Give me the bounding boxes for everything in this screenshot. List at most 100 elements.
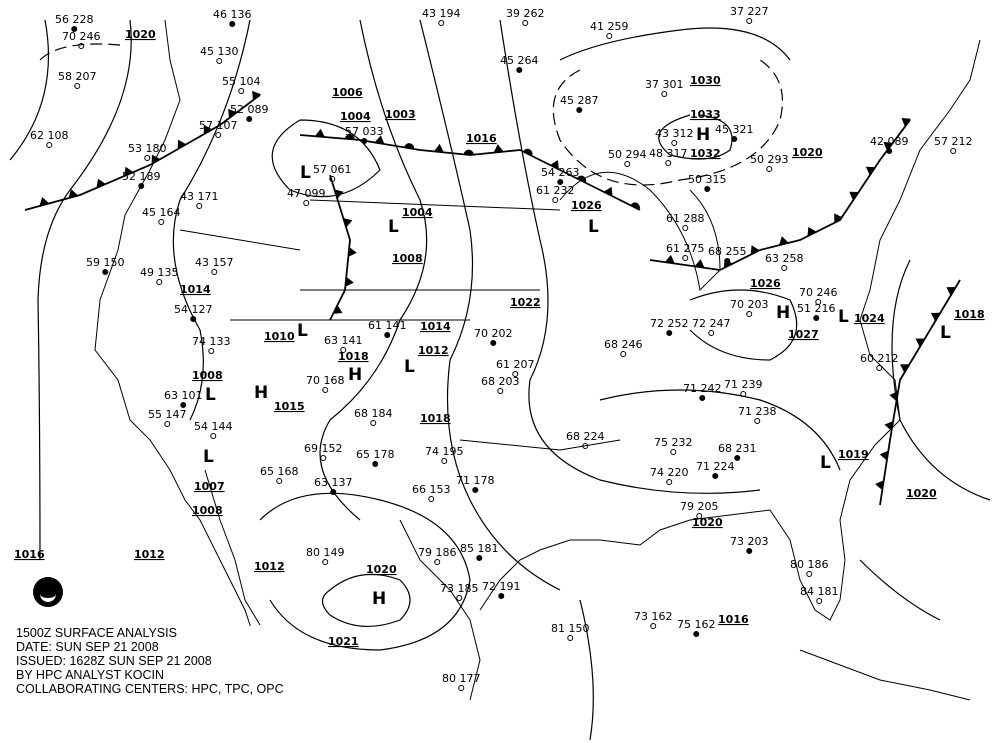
- station-plot: 53 180: [128, 142, 167, 155]
- isobar-label: 1012: [254, 560, 285, 573]
- cold-front-triangle: [694, 259, 705, 268]
- station-plot: 57 061: [313, 163, 352, 176]
- station-marker: [731, 136, 738, 142]
- caption-centers: COLLABORATING CENTERS: HPC, TPC, OPC: [16, 682, 284, 696]
- isobar-label: 1026: [750, 277, 781, 290]
- station-plot: 74 195: [425, 445, 464, 458]
- station-plot: 72 252: [650, 317, 689, 330]
- center-pressure-label: 1018: [954, 308, 985, 321]
- station-marker: [950, 148, 957, 154]
- cold-front-triangle: [603, 186, 613, 197]
- cold-front-triangle: [151, 154, 161, 165]
- station-plot: 55 147: [148, 408, 187, 421]
- station-plot: 48 317: [649, 147, 688, 160]
- station-marker: [670, 449, 677, 455]
- fronts: [24, 90, 961, 506]
- isobar-label: 1016: [466, 132, 497, 145]
- station-plot: 45 130: [200, 45, 239, 58]
- station-plot: 51 216: [797, 302, 836, 315]
- cold-front-triangle: [664, 254, 675, 264]
- station-plot: 63 258: [765, 252, 804, 265]
- station-plot: 46 136: [213, 8, 252, 21]
- station-marker: [434, 559, 441, 565]
- station-plot: 50 294: [608, 148, 647, 161]
- station-plot: 45 164: [142, 206, 181, 219]
- station-marker: [303, 200, 310, 206]
- station-plot: 61 288: [666, 212, 705, 225]
- center-pressure-label: 1007: [194, 480, 225, 493]
- center-pressure-label: 1008: [192, 369, 223, 382]
- station-marker: [215, 132, 222, 138]
- station-plot: 54 263: [541, 166, 580, 179]
- high-pressure-center: H: [348, 365, 362, 385]
- isobar-label: 1012: [134, 548, 165, 561]
- low-pressure-center: L: [404, 357, 415, 377]
- center-pressure-label: 1033: [690, 108, 721, 121]
- station-plot: 47 099: [287, 187, 326, 200]
- station-marker: [671, 140, 678, 146]
- station-plot: 75 162: [677, 618, 716, 631]
- center-pressure-label: 1004: [340, 110, 371, 123]
- cold-front-triangle: [884, 421, 894, 431]
- isobar-label: 1030: [690, 74, 721, 87]
- warm-front-semicircle: [344, 134, 355, 140]
- cold-front-triangle: [348, 246, 357, 257]
- cold-front-triangle: [549, 160, 559, 170]
- station-plot: 84 181: [800, 585, 839, 598]
- cold-front-triangle: [807, 226, 817, 237]
- cold-front-triangle: [203, 124, 213, 135]
- isobar-label: 1020: [792, 146, 823, 159]
- noaa-logo: [33, 577, 63, 607]
- station-plot: 71 224: [696, 460, 735, 473]
- station-marker: [361, 138, 368, 144]
- station-plots: 56 228 58 207 62 108 46 136 45 130 55 104 52 0…: [30, 5, 973, 691]
- station-marker: [816, 598, 823, 604]
- station-marker: [458, 685, 465, 691]
- station-plot: 61 141: [368, 319, 407, 332]
- station-plot: 63 137: [314, 476, 353, 489]
- station-plot: 72 191: [482, 580, 521, 593]
- station-plot: 85 181: [460, 542, 499, 555]
- cold-front-triangle: [68, 189, 79, 199]
- cold-front-triangle: [334, 189, 344, 199]
- station-marker: [229, 21, 236, 27]
- station-marker: [190, 316, 197, 322]
- station-marker: [71, 26, 78, 32]
- station-plot: 43 194: [422, 7, 461, 20]
- station-plot: 50 293: [750, 153, 789, 166]
- station-marker: [512, 371, 519, 377]
- station-plot: 41 259: [590, 20, 629, 33]
- isobar-label: 1014: [420, 320, 451, 333]
- center-pressure-label: 1020: [366, 563, 397, 576]
- cold-front-triangle: [374, 135, 385, 145]
- isobar-label: 1020: [125, 28, 156, 41]
- station-plot: 57 212: [934, 135, 973, 148]
- station-marker: [456, 595, 463, 601]
- station-plot: 80 177: [442, 672, 481, 685]
- station-marker: [682, 255, 689, 261]
- station-plot: 58 207: [58, 70, 97, 83]
- station-plot: 68 184: [354, 407, 393, 420]
- station-plot: 45 287: [560, 94, 599, 107]
- station-marker: [582, 443, 589, 449]
- isobar-label: 1014: [180, 283, 211, 296]
- high-pressure-center: H: [372, 589, 386, 609]
- station-marker: [330, 489, 337, 495]
- station-marker: [712, 473, 719, 479]
- station-plot: 65 168: [260, 465, 299, 478]
- station-marker: [754, 418, 761, 424]
- station-marker: [74, 83, 81, 89]
- station-plot: 49 135: [140, 266, 179, 279]
- station-plot: 55 104: [222, 75, 261, 88]
- cold-front-triangle: [252, 90, 261, 101]
- cold-front-triangle: [901, 117, 911, 127]
- station-marker: [704, 186, 711, 192]
- cold-front-triangle: [915, 338, 925, 348]
- low-pressure-center: L: [203, 447, 214, 467]
- station-plot: 61 207: [496, 358, 535, 371]
- station-marker: [650, 623, 657, 629]
- station-marker: [180, 402, 187, 408]
- station-plot: 57 033: [345, 125, 384, 138]
- station-plot: 43 312: [655, 127, 694, 140]
